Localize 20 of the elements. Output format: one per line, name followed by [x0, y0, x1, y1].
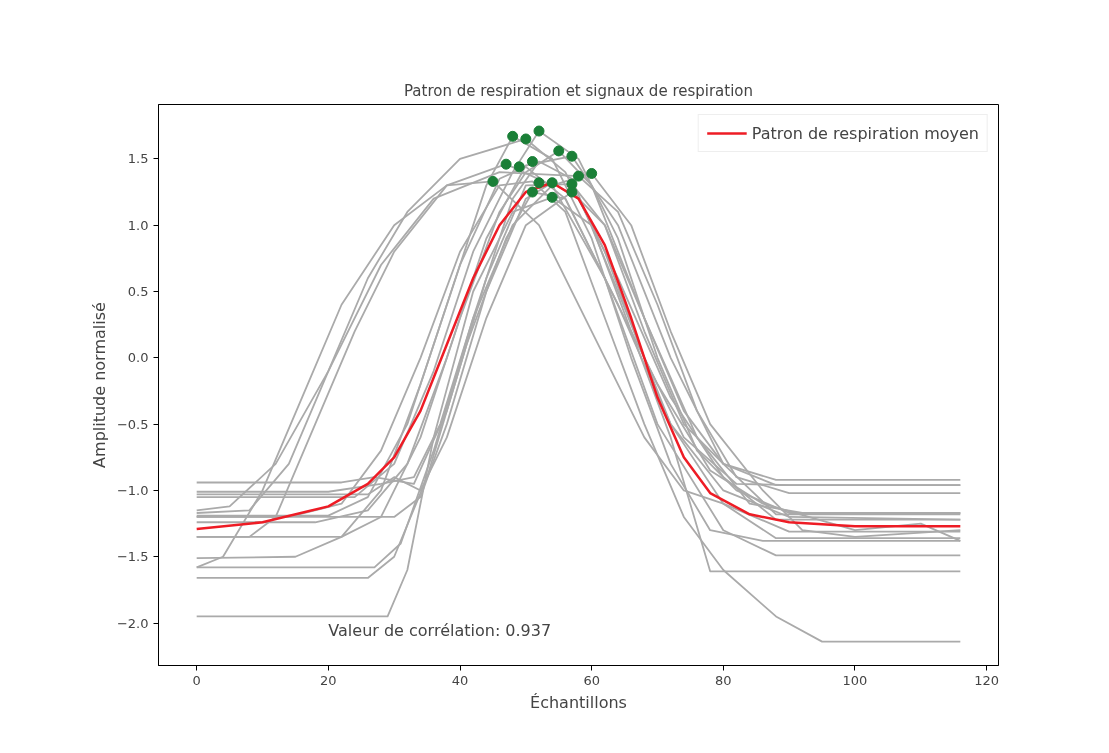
legend-label: Patron de respiration moyen [751, 123, 979, 143]
x-tick-label: 80 [715, 672, 732, 688]
y-tick-label: −1.5 [116, 549, 149, 565]
y-tick-label: −2.0 [116, 615, 149, 631]
x-tick-label: 40 [451, 672, 469, 688]
y-tick-label: 1.0 [127, 217, 149, 233]
x-tick-label: 120 [974, 672, 1000, 688]
y-tick-label: 0.0 [127, 350, 149, 366]
y-axis-title: Amplitude normalisé [89, 302, 109, 468]
x-axis-title: Échantillons [530, 692, 627, 712]
x-tick-label: 20 [320, 672, 337, 688]
y-tick-label: −1.0 [116, 482, 149, 498]
x-tick-label: 0 [192, 672, 201, 688]
x-tick-label: 60 [583, 672, 600, 688]
y-tick-label: 0.5 [127, 284, 149, 299]
annotation: Valeur de corrélation: 0.937 [328, 621, 552, 641]
y-tick-label: 1.5 [127, 151, 149, 167]
x-tick-label: 100 [842, 672, 868, 688]
chart-title: Patron de respiration et signaux de respiration [403, 81, 754, 100]
y-tick-label: −0.5 [116, 416, 149, 432]
